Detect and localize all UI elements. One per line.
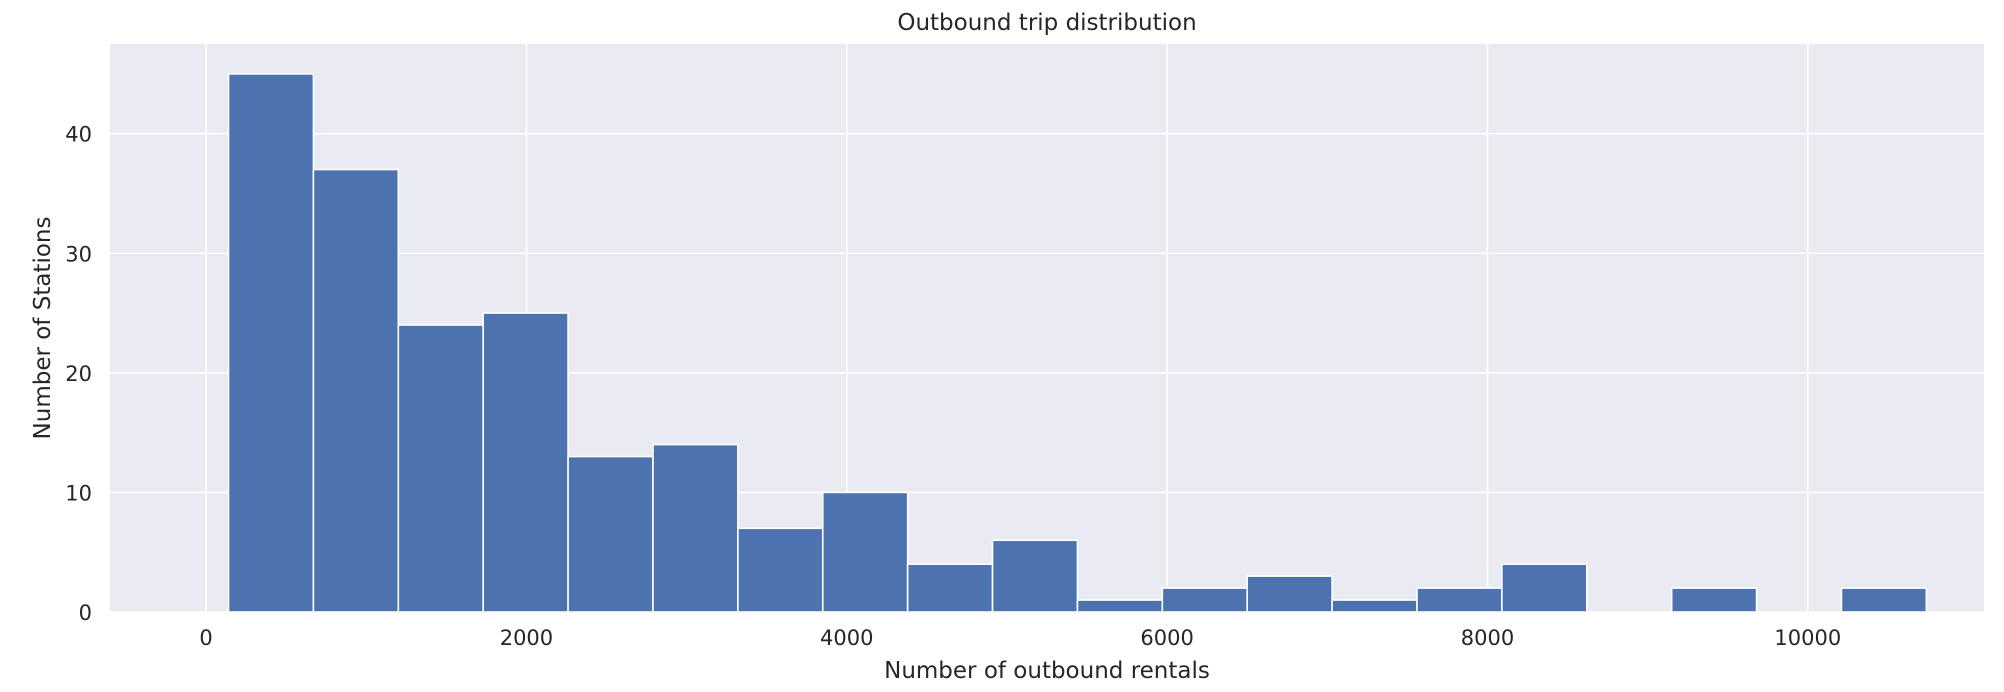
- x-tick-label: 10000: [1774, 626, 1841, 650]
- histogram-bar: [397, 324, 484, 613]
- histogram-bar: [482, 312, 569, 613]
- x-tick-label: 4000: [820, 626, 873, 650]
- histogram-bar: [1416, 587, 1503, 613]
- y-axis-label: Number of Stations: [30, 217, 56, 440]
- histogram-bar: [1076, 599, 1164, 613]
- histogram-bar: [312, 168, 400, 613]
- y-tick-label: 20: [65, 362, 92, 386]
- histogram-bar: [1331, 599, 1418, 613]
- histogram-bar: [227, 73, 315, 613]
- histogram-bar: [1840, 587, 1928, 613]
- chart-title: Outbound trip distribution: [897, 10, 1196, 36]
- histogram-bar: [821, 491, 909, 613]
- histogram-bar: [1501, 563, 1588, 613]
- histogram-bar: [991, 539, 1079, 613]
- y-tick-label: 10: [65, 481, 92, 505]
- y-tick-label: 0: [79, 601, 92, 625]
- x-tick-label: 6000: [1140, 626, 1193, 650]
- histogram-bar: [1161, 587, 1249, 613]
- x-tick-label: 2000: [500, 626, 553, 650]
- histogram-bar: [652, 443, 739, 613]
- histogram-bar: [1246, 575, 1333, 613]
- histogram-bar: [737, 527, 824, 613]
- histogram-bars: [227, 73, 1928, 613]
- y-tick-label: 30: [65, 242, 92, 266]
- y-axis-ticks: 0 10 20 30 40: [65, 123, 92, 625]
- histogram-bar: [906, 563, 994, 613]
- x-axis-label: Number of outbound rentals: [884, 658, 1210, 684]
- histogram-bar: [1670, 587, 1758, 613]
- x-axis-ticks: 0 2000 4000 6000 8000 10000: [199, 626, 1841, 650]
- y-tick-label: 40: [65, 123, 92, 147]
- x-tick-label: 8000: [1461, 626, 1514, 650]
- histogram-bar: [567, 455, 654, 613]
- x-tick-label: 0: [199, 626, 212, 650]
